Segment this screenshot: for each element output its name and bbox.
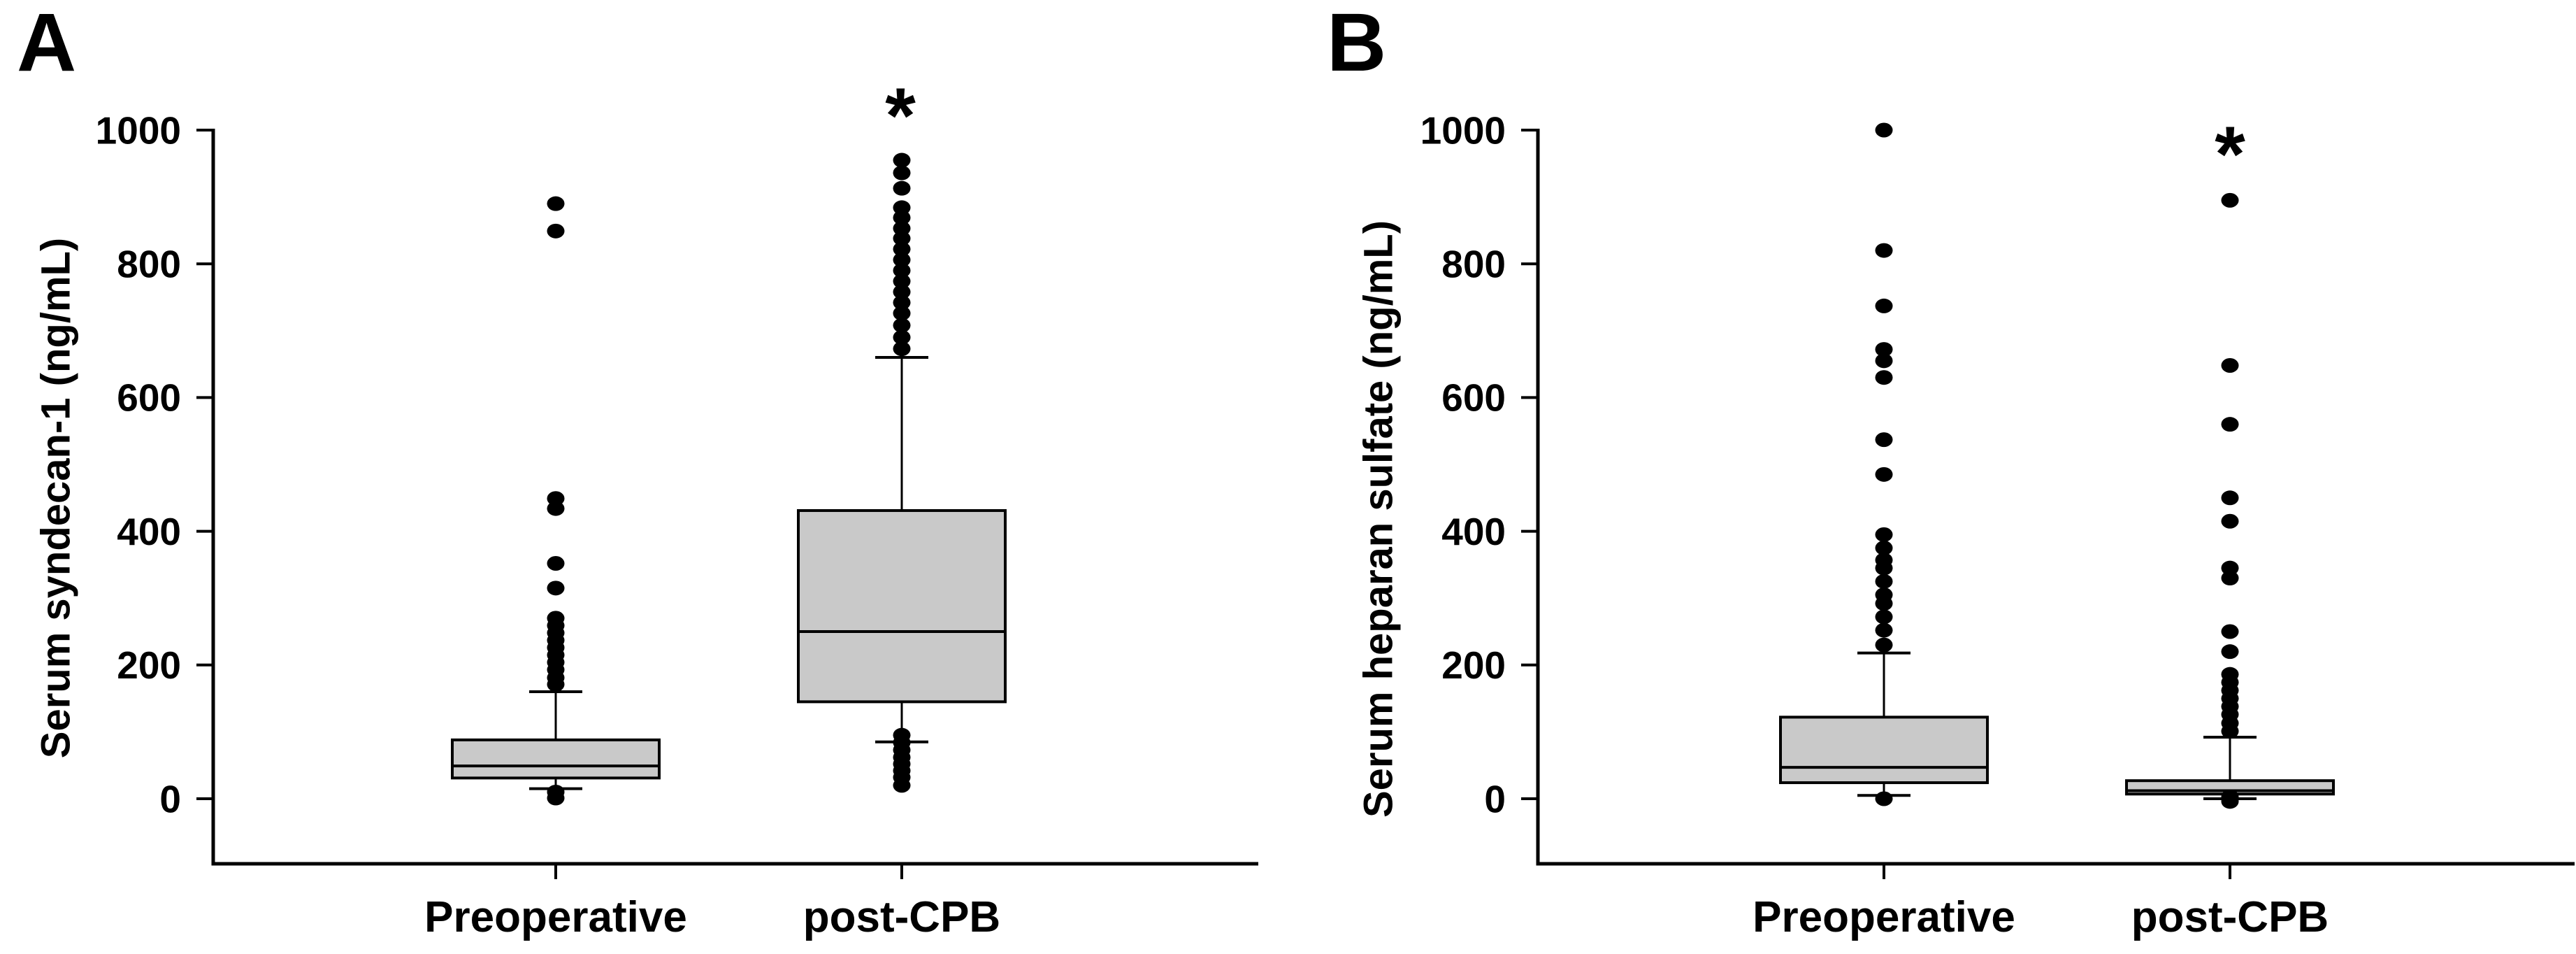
outlier-dot <box>893 241 911 257</box>
outlier-dot <box>1875 342 1893 357</box>
outlier-dot <box>547 501 565 516</box>
y-tick-label: 800 <box>1441 242 1506 285</box>
outlier-dot <box>2221 490 2239 506</box>
outlier-dot <box>1875 298 1893 313</box>
outlier-dot <box>893 306 911 321</box>
iqr-box <box>451 738 661 780</box>
outlier-dot <box>2221 624 2239 639</box>
y-tick-label: 0 <box>1484 777 1506 820</box>
outlier-dot <box>547 223 565 239</box>
outlier-dot <box>893 180 911 196</box>
panel-b-box-preoperative <box>1779 122 1989 806</box>
outlier-dot <box>547 196 565 211</box>
y-tick-label: 1000 <box>1420 108 1506 152</box>
y-tick-label: 1000 <box>96 108 181 152</box>
outlier-dot <box>1875 560 1893 576</box>
panel-b-box-post-cpb <box>2125 192 2335 809</box>
y-tick-label: 0 <box>159 777 181 820</box>
outlier-dot <box>2221 644 2239 660</box>
outlier-dot <box>1875 122 1893 138</box>
panel-a-box-preoperative <box>451 196 661 806</box>
outlier-dot <box>547 581 565 596</box>
y-tick-label: 600 <box>1441 376 1506 420</box>
outlier-dot <box>547 677 565 692</box>
outlier-dot <box>893 231 911 246</box>
outlier-dot <box>1875 637 1893 653</box>
y-tick-label: 400 <box>1441 510 1506 553</box>
y-tick-label: 400 <box>117 510 181 553</box>
panel-a-category-preoperative: Preoperative <box>424 893 687 941</box>
panel-a-significance-asterisk: * <box>885 72 916 159</box>
panel-b-significance-asterisk: * <box>2215 111 2245 198</box>
outlier-dot <box>1875 596 1893 611</box>
outlier-dot <box>893 152 911 168</box>
outlier-dot <box>2221 723 2239 739</box>
outlier-dot <box>1875 527 1893 542</box>
panel-b-category-preoperative: Preoperative <box>1753 893 2015 941</box>
outlier-dot <box>1875 353 1893 369</box>
outlier-dot <box>547 555 565 571</box>
outlier-dot <box>2221 192 2239 208</box>
outlier-dot <box>893 341 911 357</box>
y-tick-label: 200 <box>1441 643 1506 687</box>
y-tick-label: 200 <box>117 643 181 687</box>
outlier-dot <box>1875 609 1893 625</box>
panel-b-y-axis-label: Serum heparan sulfate (ng/mL) <box>1355 220 1402 818</box>
outlier-dot <box>1875 622 1893 638</box>
outlier-dot <box>1875 574 1893 589</box>
outlier-dot <box>2221 571 2239 586</box>
y-tick-label: 600 <box>117 376 181 420</box>
panel-b-category-post-cpb: post-CPB <box>2131 893 2329 941</box>
outlier-dot <box>893 273 911 289</box>
outlier-dot <box>1875 243 1893 258</box>
outlier-dot <box>1875 791 1893 806</box>
outlier-dot <box>893 295 911 311</box>
iqr-box <box>797 508 1007 704</box>
outlier-dot <box>2221 358 2239 373</box>
y-tick-label: 800 <box>117 242 181 285</box>
outlier-dot <box>893 263 911 278</box>
outlier-dot <box>2221 513 2239 529</box>
outlier-dot <box>1875 541 1893 555</box>
outlier-dot <box>893 210 911 225</box>
outlier-dot <box>893 318 911 333</box>
panel-b: 0 200 400 600 800 1000 <box>1420 108 2575 879</box>
outlier-dot <box>893 284 911 299</box>
panel-a-y-axis-label: Serum syndecan-1 (ng/mL) <box>33 237 79 759</box>
iqr-box <box>1779 716 1989 785</box>
outlier-dot <box>2221 794 2239 809</box>
outlier-dot <box>893 165 911 180</box>
outlier-dot <box>893 252 911 267</box>
outlier-dot <box>1875 467 1893 482</box>
panel-a-box-post-cpb <box>797 152 1007 793</box>
outlier-dot <box>893 778 911 793</box>
outlier-dot <box>547 790 565 806</box>
outlier-dot <box>2221 417 2239 432</box>
outlier-dot <box>1875 370 1893 385</box>
outlier-dot <box>893 329 911 345</box>
panel-a-category-post-cpb: post-CPB <box>803 893 1001 941</box>
outlier-dot <box>1875 432 1893 448</box>
panel-a-letter: A <box>17 0 77 89</box>
panel-a: 0 200 400 600 800 1000 <box>96 108 1258 879</box>
panel-b-letter: B <box>1327 0 1387 89</box>
